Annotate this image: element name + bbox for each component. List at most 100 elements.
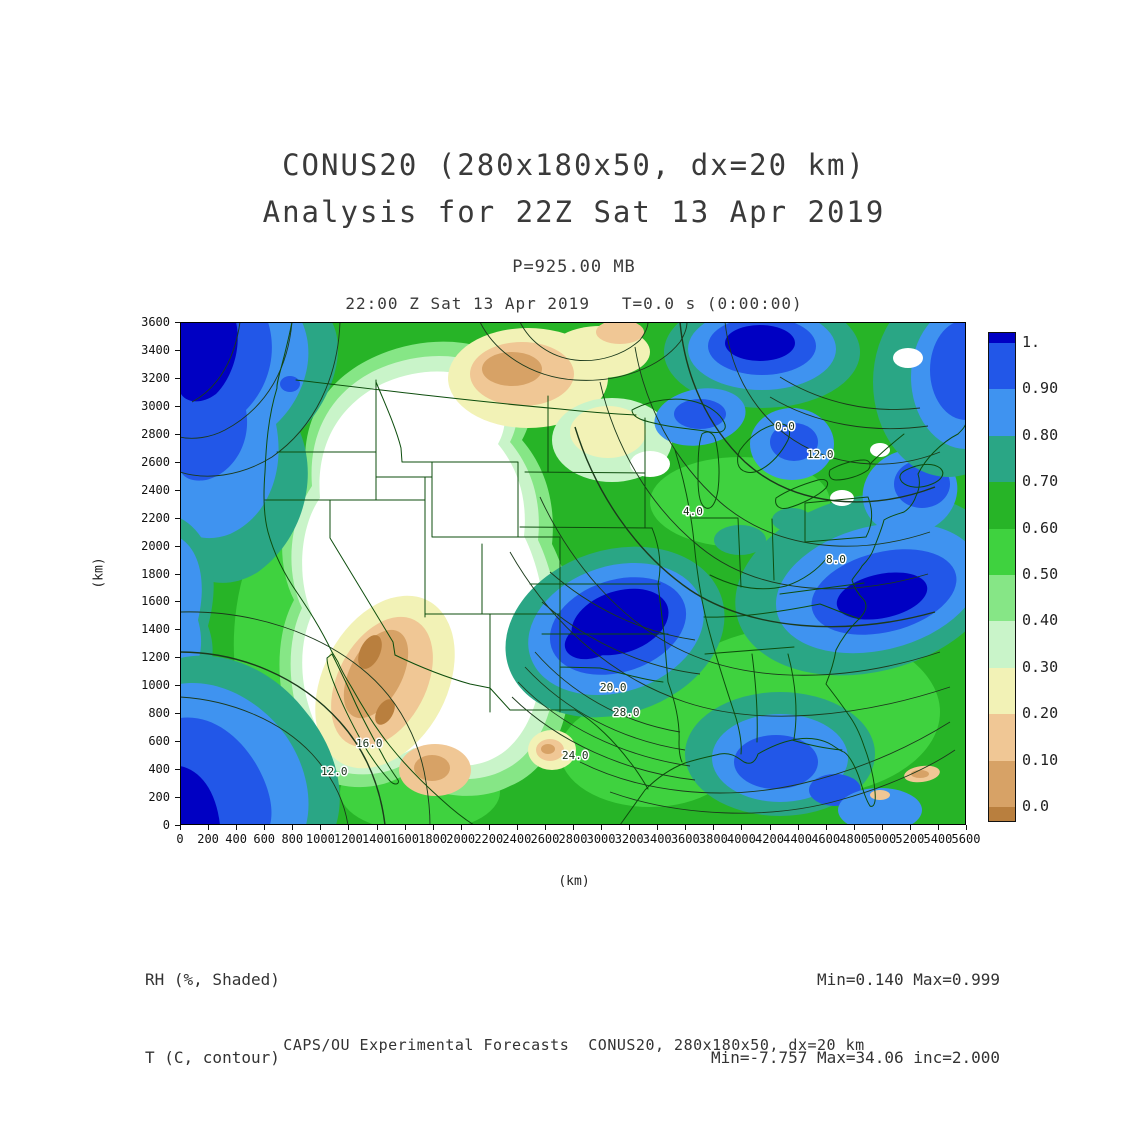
- y-tick-mark: [175, 769, 180, 771]
- colorbar-tick-label: 1.: [1022, 333, 1041, 351]
- x-tick-mark: [881, 825, 883, 830]
- y-tick-label: 400: [148, 762, 170, 777]
- y-tick-mark: [175, 713, 180, 715]
- x-tick-mark: [236, 825, 238, 830]
- x-tick-label: 2800: [558, 832, 588, 846]
- colorbar-segment: [989, 714, 1015, 761]
- shaded-field-stats: Min=0.140 Max=0.999: [816, 970, 1000, 989]
- x-tick-label: 3000: [586, 832, 616, 846]
- x-tick-label: 5200: [895, 832, 925, 846]
- colorbar-tick-label: 0.40: [1022, 611, 1059, 630]
- contour-label: 8.0: [826, 553, 846, 566]
- colorbar-labels: 1. 0.90 0.80 0.70 0.60 0.50 0.40 0.30 0.20 0.10 0.…: [1022, 332, 1082, 822]
- x-tick-label: 4800: [839, 832, 869, 846]
- y-tick-label: 200: [148, 790, 170, 805]
- x-tick-mark: [516, 825, 518, 830]
- x-tick-label: 2200: [474, 832, 504, 846]
- colorbar-tick-label: 0.70: [1022, 472, 1059, 491]
- x-axis: 0 200 400 600 800 1000 1200 1400 1600 1800 2000 220…: [176, 825, 980, 855]
- contour-field-label: T (C, contour): [145, 1048, 280, 1067]
- y-tick-label: 1200: [141, 650, 170, 665]
- contour-label: 16.0: [356, 737, 383, 750]
- colorbar-segment: [989, 574, 1015, 622]
- y-tick-label: 1400: [141, 622, 170, 637]
- colorbar-segment: [989, 806, 1015, 821]
- x-tick-label: 3200: [614, 832, 644, 846]
- rh-shading-layer: [180, 322, 966, 825]
- x-tick-mark: [713, 825, 715, 830]
- x-tick-mark: [937, 825, 939, 830]
- coastline: [263, 322, 966, 825]
- y-tick-label: 3400: [141, 342, 170, 357]
- y-tick-mark: [175, 405, 180, 407]
- x-tick-mark: [264, 825, 266, 830]
- x-tick-mark: [909, 825, 911, 830]
- colorbar-tick-label: 0.80: [1022, 425, 1059, 444]
- y-tick-mark: [175, 322, 180, 323]
- x-tick-label: 3800: [698, 832, 728, 846]
- y-tick-mark: [175, 825, 180, 826]
- x-tick-mark: [404, 825, 406, 830]
- y-tick-mark: [175, 489, 180, 491]
- y-tick-label: 3600: [141, 315, 170, 329]
- y-tick-mark: [175, 797, 180, 799]
- x-tick-mark: [657, 825, 659, 830]
- y-tick-mark: [175, 629, 180, 631]
- contour-label: 24.0: [562, 749, 589, 762]
- y-tick-label: 2800: [141, 426, 170, 441]
- x-tick-label: 5400: [923, 832, 953, 846]
- colorbar-tick-label: 0.0: [1022, 797, 1050, 815]
- colorbar-segment: [989, 343, 1015, 390]
- x-tick-label: 400: [225, 832, 247, 846]
- x-tick-mark: [292, 825, 294, 830]
- x-tick-mark: [741, 825, 743, 830]
- colorbar-segment: [989, 760, 1015, 807]
- x-tick-mark: [460, 825, 462, 830]
- x-tick-label: 4600: [811, 832, 841, 846]
- footer-credit: CAPS/OU Experimental Forecasts CONUS20, …: [283, 1036, 865, 1054]
- y-tick-mark: [175, 685, 180, 687]
- x-tick-mark: [573, 825, 574, 830]
- y-tick-label: 1800: [141, 566, 170, 581]
- colorbar-segment: [989, 621, 1015, 668]
- y-axis: 3600 3400 3200 3000 2800 2600 2400 2200 2000 1800…: [118, 315, 180, 832]
- y-tick-label: 2600: [141, 454, 170, 469]
- x-tick-label: 4400: [783, 832, 813, 846]
- x-tick-label: 3400: [642, 832, 672, 846]
- x-tick-mark: [376, 825, 378, 830]
- contour-label: 12.0: [807, 448, 834, 461]
- colorbar-tick-label: 0.30: [1022, 657, 1059, 676]
- y-tick-mark: [175, 545, 180, 547]
- y-tick-label: 1600: [141, 594, 170, 609]
- contour-field-stats: Min=-7.757 Max=34.06 inc=2.000: [711, 1048, 1000, 1067]
- x-tick-mark: [629, 825, 631, 830]
- pressure-level-label: P=925.00 MB: [512, 257, 636, 277]
- x-tick-label: 4200: [755, 832, 784, 846]
- x-tick-label: 1200: [333, 832, 363, 846]
- y-tick-mark: [175, 657, 180, 659]
- y-axis-title: (km): [91, 557, 107, 589]
- weather-map: 0.0 12.0 4.0 8.0 20.0 28.0 24.0 16.0 12.…: [180, 322, 966, 825]
- title-line-2: Analysis for 22Z Sat 13 Apr 2019: [262, 195, 886, 229]
- contour-label: 4.0: [683, 505, 703, 518]
- colorbar-segment: [989, 333, 1015, 343]
- y-tick-mark: [175, 573, 180, 575]
- contour-label: 20.0: [600, 681, 627, 694]
- x-tick-mark: [685, 825, 687, 830]
- legend-stats: Min=0.140 Max=0.999 Min=-7.757 Max=34.06…: [711, 915, 1000, 1097]
- y-tick-mark: [175, 349, 180, 351]
- y-tick-label: 600: [148, 734, 170, 749]
- x-tick-label: 5600: [951, 832, 981, 846]
- colorbar-segment: [989, 389, 1015, 436]
- y-tick-mark: [175, 461, 180, 463]
- colorbar-tick-label: 0.90: [1022, 379, 1059, 398]
- x-tick-mark: [825, 825, 827, 830]
- x-tick-label: 800: [281, 832, 304, 846]
- x-tick-label: 1000: [305, 832, 335, 846]
- x-tick-mark: [853, 825, 855, 830]
- y-tick-mark: [175, 433, 180, 435]
- colorbar-tick-label: 0.20: [1022, 704, 1059, 723]
- x-tick-mark: [769, 825, 771, 830]
- x-tick-label: 4000: [726, 832, 756, 846]
- valid-time-label: 22:00 Z Sat 13 Apr 2019 T=0.0 s (0:00:00…: [345, 294, 803, 313]
